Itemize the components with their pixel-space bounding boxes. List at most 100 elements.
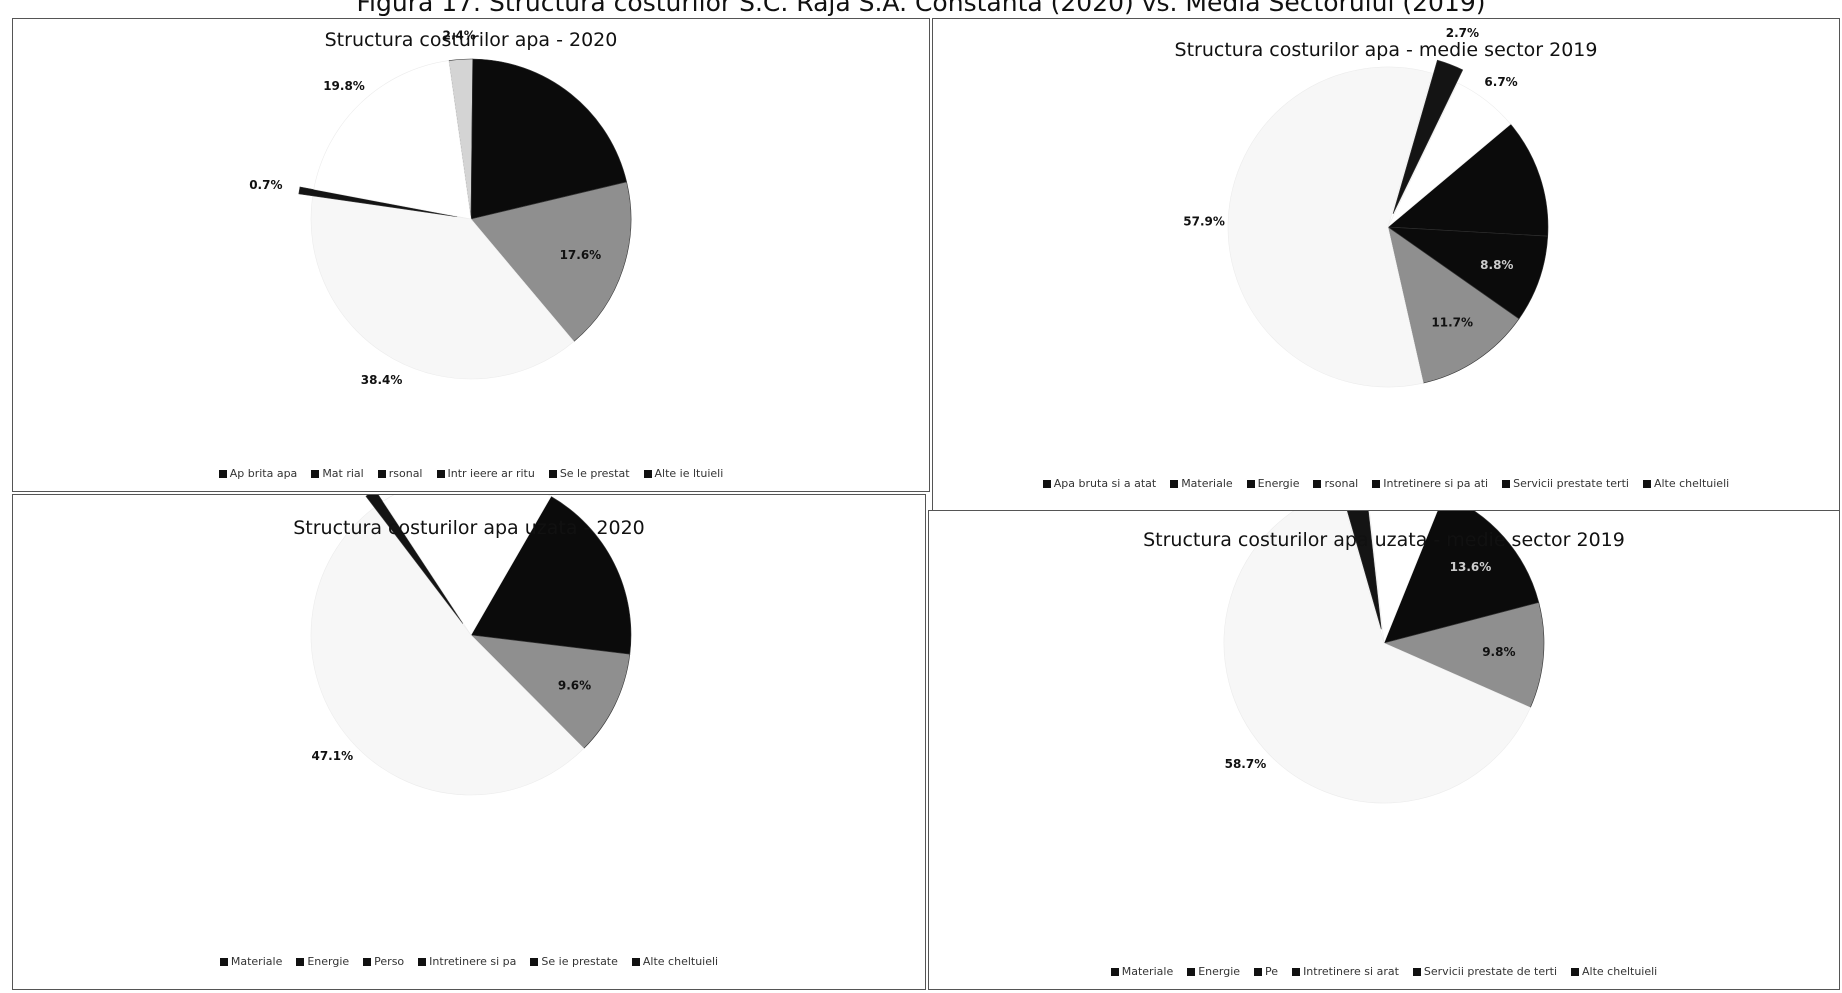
legend-item: rsonal [1313,477,1358,490]
legend-swatch [363,957,372,966]
legend-swatch [1313,479,1322,488]
pie-chart-apa-uzata-sector-2019: 13.6%9.8%58.7%2.5%7.2% [1223,511,1545,804]
legend-label: Se le prestat [559,467,630,480]
legend-item: Alte cheltuieli [1642,477,1730,490]
pie-slice [1223,511,1531,804]
legend-label: Mat rial [322,467,364,480]
pie-slice [365,495,464,624]
legend-item: Intr ieere ar ritu [436,467,535,480]
legend-label: Alte cheltuieli [1582,965,1658,978]
legend-swatch [218,469,227,478]
legend-label: Intr ieere ar ritu [447,467,535,480]
legend-swatch [418,957,427,966]
slice-data-label: 13.6% [1450,560,1492,574]
chart-legend: Apa bruta si a atat Materiale Energie rsona… [933,477,1839,490]
slice-data-label: 58.7% [1225,757,1267,771]
legend-label: Alte ie ltuieli [654,467,724,480]
legend-swatch [377,469,386,478]
slice-data-label: 57.9% [1183,215,1225,229]
pie-slice [1387,82,1511,228]
legend-item: Alte cheltuieli [631,955,719,968]
pie-slice [1386,226,1549,320]
legend-item: Materiale [219,955,283,968]
legend-label: Servicii prestate de terti [1423,965,1558,978]
legend-swatch [1571,967,1580,976]
chart-title: Structura costurilor apa uzata - medie s… [1143,529,1625,551]
legend-label: Materiale [230,955,283,968]
chart-panel-apa-2020: 2.4% 17.6% 38.4% 0.7% 19.8% Structura costur… [12,18,930,492]
legend-item: Mat rial [311,467,364,480]
legend-item: Perso [363,955,404,968]
pie-chart-apa-sector-2019: 8.8% 11.7% 57.9% 2.7% 6.7% [1183,26,1549,388]
legend-label: Servicii prestate terti [1513,477,1629,490]
pie-slice [298,186,458,217]
pie-slice [310,195,575,380]
chart-title: Structura costurilor apa uzata - 2020 [293,517,645,539]
legend-label: Alte cheltuieli [642,955,719,968]
slice-data-label: 0.7% [249,178,282,192]
legend-label: Materiale [1181,477,1233,490]
legend-item: Ap brita apa [218,467,298,480]
pie-slice [1369,511,1438,644]
legend-label: Apa bruta si a atat [1053,477,1157,490]
legend-swatch [1254,967,1263,976]
slice-data-label: 38.4% [361,373,403,387]
slice-data-label: 6.7% [1484,75,1517,89]
legend-swatch [1412,967,1421,976]
pie-slice [382,495,552,636]
pie-slice [313,60,472,220]
legend-item: Servicii prestate de terti [1412,965,1558,978]
legend-label: Intretinere si pa ati [1383,477,1489,490]
legend-label: Intretinere si pa [429,955,517,968]
legend-item: Intretinere si arat [1292,965,1399,978]
legend-label: rsonal [388,467,423,480]
legend-label: Intretinere si arat [1303,965,1399,978]
legend-label: rsonal [1324,477,1359,490]
chart-panel-apa-uzata-2020: 9.6%47.1%1.0%15.9% Structura costurilor … [12,494,926,990]
legend-swatch [1170,479,1179,488]
legend-swatch [1292,967,1301,976]
legend-swatch [1246,479,1255,488]
pie-chart-apa-2020: 2.4% 17.6% 38.4% 0.7% 19.8% [249,28,632,387]
legend-swatch [296,957,305,966]
legend-item: rsonal [377,467,423,480]
legend-swatch [631,957,640,966]
slice-data-label: 2.7% [1446,26,1479,40]
legend-label: Se ie prestate [541,955,618,968]
legend-item: Alte ie ltuieli [643,467,724,480]
legend-label: Perso [374,955,405,968]
legend-swatch [1042,479,1051,488]
slice-data-label: 9.8% [1482,645,1515,659]
slice-data-label: 8.8% [1480,258,1513,272]
legend-item: Intretinere si pa ati [1372,477,1488,490]
legend-label: Ap brita apa [229,467,298,480]
legend-item: Energie [296,955,349,968]
slice-data-label: 9.6% [558,679,591,693]
legend-swatch [219,957,228,966]
legend-item: Apa bruta si a atat [1042,477,1157,490]
legend-swatch [436,469,445,478]
legend-label: Materiale [1121,965,1174,978]
slice-data-label: 17.6% [560,248,602,262]
legend-item: Materiale [1110,965,1174,978]
legend-item: Alte cheltuieli [1571,965,1657,978]
legend-swatch [1642,479,1651,488]
pie-slice [1387,123,1549,237]
chart-panel-apa-sector-2019: 8.8% 11.7% 57.9% 2.7% 6.7% Structura costuri… [932,18,1840,512]
pie-slice [1392,59,1464,215]
legend-item: Intretinere si pa [418,955,516,968]
chart-legend: Materiale Energie Pe Intretinere si arat Ser… [929,965,1839,978]
pie-slice [470,496,632,655]
pie-slice [470,634,631,749]
pie-slice [1383,511,1540,644]
slice-data-label: 19.8% [323,79,365,93]
legend-swatch [643,469,652,478]
legend-item: Pe [1254,965,1278,978]
pie-slice [1387,226,1520,384]
legend-label: Alte cheltuieli [1653,477,1730,490]
pie-slice [470,181,632,342]
pie-slice [310,507,585,796]
pie-slice [1346,511,1382,630]
legend-item: Se ie prestate [530,955,618,968]
chart-panel-apa-uzata-sector-2019: 13.6%9.8%58.7%2.5%7.2% Structura costuri… [928,510,1840,990]
